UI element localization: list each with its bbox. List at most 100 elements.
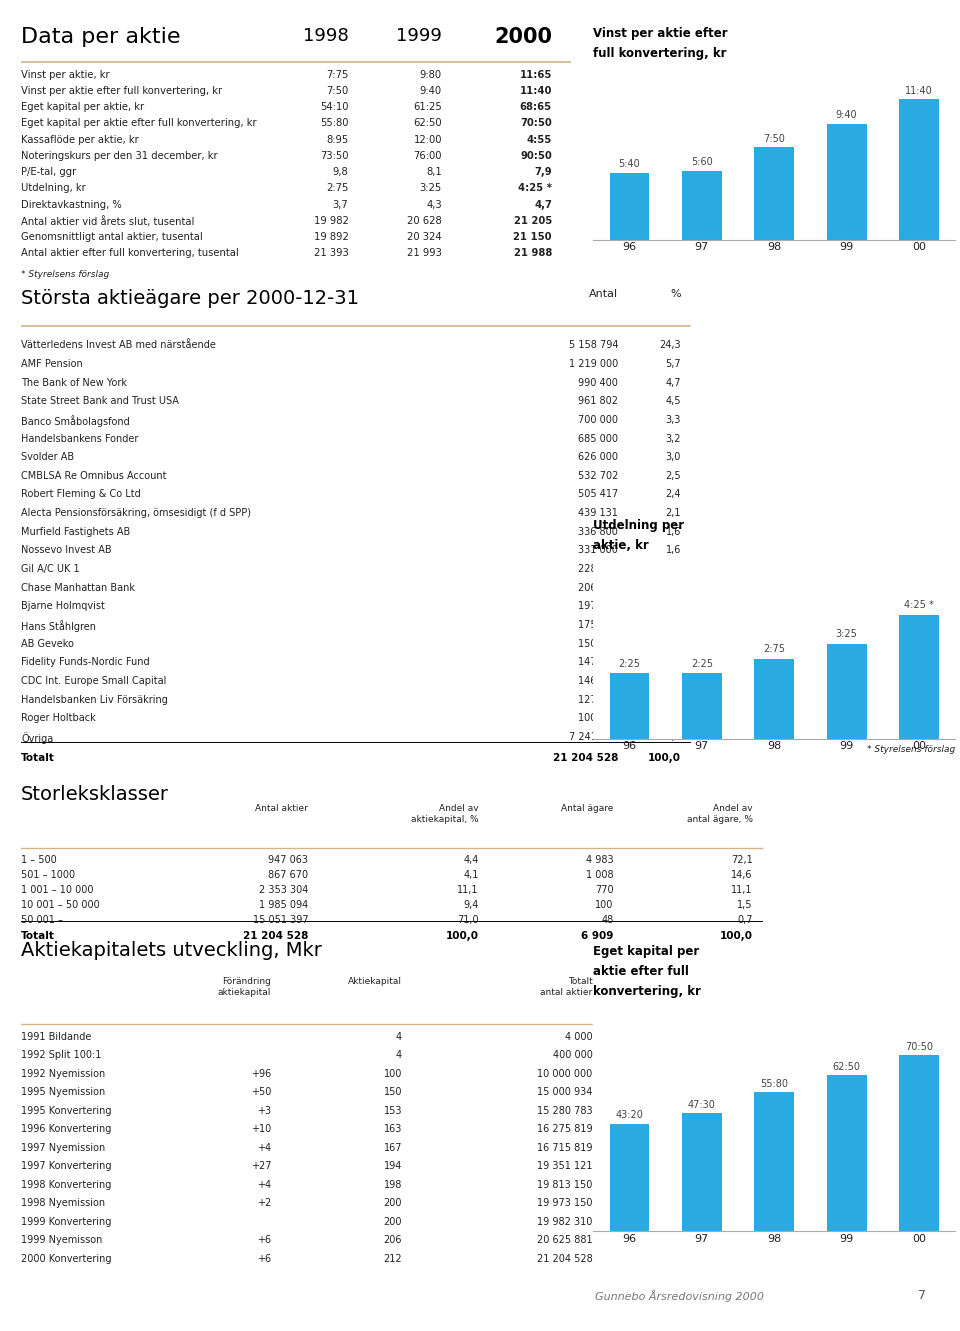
Text: Antal: Antal — [588, 289, 618, 299]
Text: 163: 163 — [384, 1125, 402, 1134]
Text: Eget kapital per: Eget kapital per — [593, 945, 700, 958]
Bar — [610, 673, 649, 739]
Text: +3: +3 — [257, 1106, 271, 1115]
Text: %: % — [670, 289, 681, 299]
Text: 400 000: 400 000 — [553, 1050, 592, 1061]
Text: Totalt: Totalt — [21, 753, 55, 763]
Text: 16 275 819: 16 275 819 — [537, 1125, 592, 1134]
Text: Andel av
antal ägare, %: Andel av antal ägare, % — [686, 804, 753, 824]
Text: 48: 48 — [601, 914, 613, 925]
Text: 90:50: 90:50 — [520, 150, 552, 161]
Text: 3,0: 3,0 — [665, 453, 681, 462]
Text: 9:40: 9:40 — [420, 87, 442, 96]
Text: +6: +6 — [257, 1235, 271, 1246]
Text: 439 131: 439 131 — [578, 508, 618, 518]
Text: 0,7: 0,7 — [665, 658, 681, 667]
Text: 12:00: 12:00 — [414, 134, 442, 145]
Text: 1996 Konvertering: 1996 Konvertering — [21, 1125, 111, 1134]
Text: Totalt
antal aktier: Totalt antal aktier — [540, 977, 592, 997]
Text: 62:50: 62:50 — [832, 1062, 860, 1073]
Text: 21 988: 21 988 — [514, 249, 552, 258]
Text: 197 333: 197 333 — [578, 602, 618, 611]
Text: Antal aktier vid årets slut, tusental: Antal aktier vid årets slut, tusental — [21, 216, 195, 226]
Text: 73:50: 73:50 — [320, 150, 348, 161]
Text: 19 892: 19 892 — [314, 232, 348, 242]
Text: Storleksklasser: Storleksklasser — [21, 784, 169, 804]
Text: 0,7: 0,7 — [665, 639, 681, 648]
Text: 100,0: 100,0 — [720, 930, 753, 941]
Text: 21 150: 21 150 — [514, 232, 552, 242]
Text: 212: 212 — [383, 1254, 402, 1263]
Text: 10 001 – 50 000: 10 001 – 50 000 — [21, 900, 100, 909]
Text: 1999 Nyemisson: 1999 Nyemisson — [21, 1235, 103, 1246]
Text: 5 158 794: 5 158 794 — [568, 341, 618, 350]
Text: aktie efter full: aktie efter full — [593, 965, 689, 978]
Text: 43:20: 43:20 — [615, 1110, 643, 1121]
Text: 147 000: 147 000 — [578, 658, 618, 667]
Text: 11:65: 11:65 — [519, 69, 552, 80]
Text: Nossevo Invest AB: Nossevo Invest AB — [21, 546, 111, 555]
Text: 24,3: 24,3 — [660, 341, 681, 350]
Text: 947 063: 947 063 — [269, 855, 308, 865]
Text: +50: +50 — [251, 1087, 271, 1097]
Text: konvertering, kr: konvertering, kr — [593, 985, 701, 998]
Text: 4:25 *: 4:25 * — [518, 184, 552, 193]
Text: 20 628: 20 628 — [407, 216, 442, 226]
Text: 4: 4 — [396, 1050, 402, 1061]
Text: Robert Fleming & Co Ltd: Robert Fleming & Co Ltd — [21, 490, 141, 499]
Text: Alecta Pensionsförsäkring, ömsesidigt (f d SPP): Alecta Pensionsförsäkring, ömsesidigt (f… — [21, 508, 252, 518]
Text: 4,3: 4,3 — [426, 200, 442, 210]
Text: 206: 206 — [384, 1235, 402, 1246]
Text: 70:50: 70:50 — [520, 118, 552, 129]
Text: The Bank of New York: The Bank of New York — [21, 378, 127, 387]
Text: 505 417: 505 417 — [578, 490, 618, 499]
Text: Genomsnittligt antal aktier, tusental: Genomsnittligt antal aktier, tusental — [21, 232, 203, 242]
Text: 4:25 *: 4:25 * — [904, 600, 934, 611]
Text: 100,0: 100,0 — [648, 753, 681, 763]
Text: 6 909: 6 909 — [581, 930, 613, 941]
Text: 62:50: 62:50 — [414, 118, 442, 129]
Text: 961 802: 961 802 — [578, 397, 618, 406]
Text: 1 008: 1 008 — [586, 870, 613, 880]
Text: 21 205: 21 205 — [514, 216, 552, 226]
Text: Eget kapital per aktie, kr: Eget kapital per aktie, kr — [21, 102, 144, 112]
Text: 4,1: 4,1 — [464, 870, 479, 880]
Text: 8:95: 8:95 — [326, 134, 348, 145]
Text: Totalt: Totalt — [21, 930, 55, 941]
Text: 4: 4 — [396, 1032, 402, 1042]
Text: 501 – 1000: 501 – 1000 — [21, 870, 75, 880]
Text: +10: +10 — [251, 1125, 271, 1134]
Text: 175 118: 175 118 — [578, 620, 618, 630]
Text: 55:80: 55:80 — [760, 1079, 788, 1089]
Text: 7 241 431: 7 241 431 — [568, 732, 618, 741]
Text: +27: +27 — [251, 1161, 271, 1171]
Text: 7: 7 — [919, 1288, 926, 1302]
Bar — [755, 148, 794, 240]
Bar — [755, 1093, 794, 1231]
Text: 16 715 819: 16 715 819 — [537, 1143, 592, 1153]
Text: P/E-tal, ggr: P/E-tal, ggr — [21, 168, 77, 177]
Text: 5:60: 5:60 — [691, 157, 712, 166]
Text: 2,4: 2,4 — [665, 490, 681, 499]
Text: 1999 Konvertering: 1999 Konvertering — [21, 1217, 111, 1227]
Text: 21 204 528: 21 204 528 — [553, 753, 618, 763]
Text: 19 982: 19 982 — [314, 216, 348, 226]
Text: 3,3: 3,3 — [665, 415, 681, 425]
Text: 76:00: 76:00 — [414, 150, 442, 161]
Text: Antal aktier: Antal aktier — [255, 804, 308, 813]
Text: 0,7: 0,7 — [737, 914, 753, 925]
Text: 331 000: 331 000 — [578, 546, 618, 555]
Text: 0,9: 0,9 — [665, 602, 681, 611]
Text: 127 500: 127 500 — [578, 695, 618, 704]
Text: 0,8: 0,8 — [665, 620, 681, 630]
Text: 11,1: 11,1 — [457, 885, 479, 894]
Text: Hans Ståhlgren: Hans Ståhlgren — [21, 620, 96, 632]
Text: aktie, kr: aktie, kr — [593, 539, 649, 552]
Text: Vätterledens Invest AB med närstående: Vätterledens Invest AB med närstående — [21, 341, 216, 350]
Text: 21 993: 21 993 — [407, 249, 442, 258]
Text: 7:50: 7:50 — [763, 133, 785, 144]
Text: 14,6: 14,6 — [732, 870, 753, 880]
Bar — [610, 173, 649, 240]
Text: 153: 153 — [384, 1106, 402, 1115]
Text: 9,4: 9,4 — [464, 900, 479, 909]
